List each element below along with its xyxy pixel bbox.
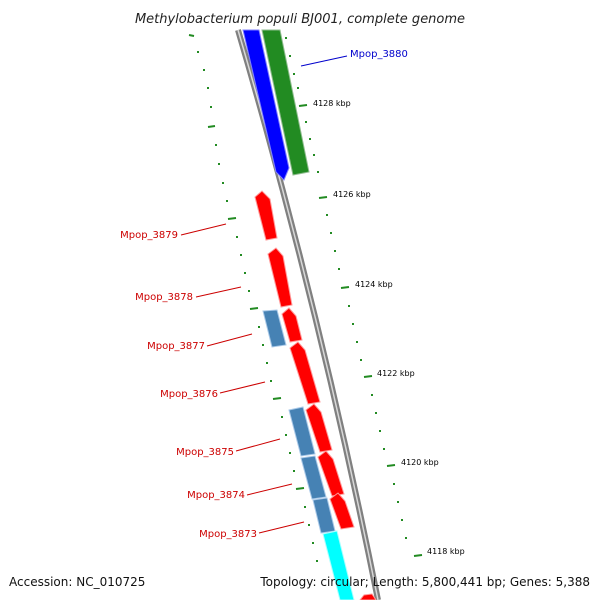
genome-backbone-inner — [237, 29, 379, 600]
gene-feature-red-bottom — [359, 593, 377, 600]
leader-line-mpop-3879 — [180, 223, 227, 236]
genome-summary-text: Topology: circular; Length: 5,800,441 bp… — [259, 575, 590, 589]
kbp-label-4120: 4120 kbp — [401, 458, 439, 467]
map-title: Methylobacterium populi BJ001, complete … — [135, 12, 465, 27]
kbp-label-4118: 4118 kbp — [427, 547, 465, 556]
outer-tick-track — [285, 37, 423, 557]
leader-line-mpop-3877 — [206, 333, 253, 347]
gene-feature-green — [261, 29, 310, 176]
gene-label-mpop-3878[interactable]: Mpop_3878 — [135, 292, 193, 303]
gene-label-mpop-3880[interactable]: Mpop_3880 — [350, 49, 408, 60]
gene-label-mpop-3873[interactable]: Mpop_3873 — [199, 529, 257, 540]
leader-line-mpop-3876 — [219, 381, 266, 394]
gene-feature-mpop-3876 — [289, 341, 321, 405]
leader-line-mpop-3880 — [300, 55, 348, 67]
gene-feature-mpop-3873-fwd — [329, 492, 355, 530]
gene-feature-mpop-3878 — [267, 247, 293, 308]
gene-label-mpop-3875[interactable]: Mpop_3875 — [176, 447, 234, 458]
inner-tick-track — [188, 34, 318, 562]
kbp-label-4126: 4126 kbp — [333, 190, 371, 199]
gene-feature-mpop-3877-rev — [262, 309, 287, 348]
gene-feature-mpop-3879 — [254, 190, 278, 241]
gene-feature-cyan — [322, 530, 355, 600]
kbp-label-4124: 4124 kbp — [355, 280, 393, 289]
leader-line-mpop-3875 — [235, 438, 281, 452]
kbp-label-4122: 4122 kbp — [377, 369, 415, 378]
genome-backbone — [235, 29, 381, 600]
gene-feature-mpop-3880 — [242, 29, 290, 181]
gene-feature-mpop-3875-rev — [288, 406, 316, 457]
gene-feature-mpop-3874-rev — [300, 455, 327, 500]
gene-label-mpop-3877[interactable]: Mpop_3877 — [147, 341, 205, 352]
accession-text: Accession: NC_010725 — [9, 575, 145, 589]
gene-label-mpop-3874[interactable]: Mpop_3874 — [187, 490, 245, 501]
gene-feature-mpop-3877-fwd — [281, 307, 303, 343]
leader-line-mpop-3874 — [246, 483, 293, 496]
gene-label-mpop-3876[interactable]: Mpop_3876 — [160, 389, 218, 400]
leader-line-mpop-3878 — [195, 286, 242, 298]
leader-line-mpop-3873 — [258, 521, 305, 534]
gene-feature-mpop-3874-fwd — [317, 450, 345, 497]
gene-feature-mpop-3875-fwd — [305, 403, 333, 453]
gene-label-mpop-3879[interactable]: Mpop_3879 — [120, 230, 178, 241]
kbp-label-4128: 4128 kbp — [313, 99, 351, 108]
